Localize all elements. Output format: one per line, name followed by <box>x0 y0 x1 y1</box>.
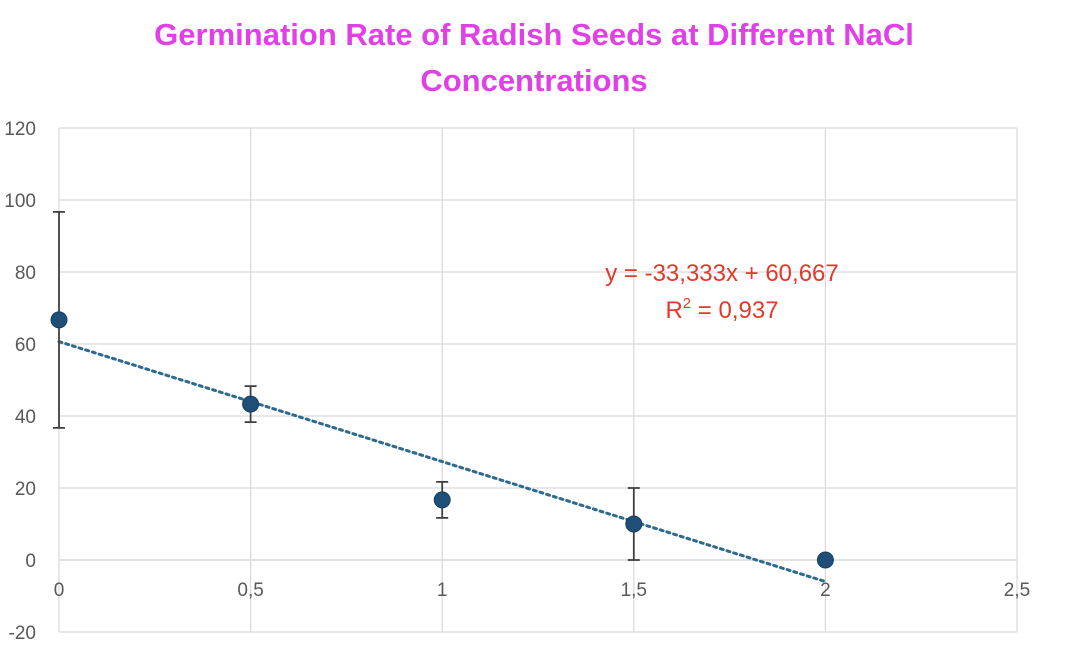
x-tick-label: 2 <box>820 580 831 601</box>
data-point <box>50 311 68 329</box>
chart-title-line-1: Germination Rate of Radish Seeds at Diff… <box>154 17 914 52</box>
x-tick-label: 1 <box>437 580 448 601</box>
data-point <box>625 515 643 533</box>
x-tick-label: 0,5 <box>237 580 263 601</box>
r-squared-exponent: 2 <box>683 295 691 312</box>
chart-title: Germination Rate of Radish Seeds at Diff… <box>0 12 1068 104</box>
x-tick-label: 2,5 <box>1004 580 1030 601</box>
r-squared-prefix: R <box>665 297 682 324</box>
x-tick-label: 0 <box>54 580 65 601</box>
gridlines <box>58 127 1018 633</box>
y-tick-label: 100 <box>4 191 36 212</box>
r-squared-suffix: = 0,937 <box>691 297 778 324</box>
y-axis-tick-labels: -20 0 20 40 60 80 100 120 <box>4 119 36 644</box>
y-tick-label: 80 <box>15 263 36 284</box>
y-tick-label: -20 <box>9 623 36 644</box>
trendline-r-squared: R2 = 0,937 <box>665 295 778 324</box>
data-point <box>242 395 260 413</box>
data-points <box>50 311 834 569</box>
trendline <box>57 340 827 584</box>
data-point <box>433 491 451 509</box>
y-tick-label: 60 <box>15 335 36 356</box>
x-tick-label: 1,5 <box>621 580 647 601</box>
y-tick-label: 40 <box>15 407 36 428</box>
trendline-path <box>57 340 827 584</box>
trendline-equation: y = -33,333x + 60,667 <box>605 260 839 287</box>
error-bars <box>53 210 640 561</box>
y-tick-label: 0 <box>25 551 36 572</box>
y-tick-label: 120 <box>4 119 36 140</box>
x-axis-tick-labels: 0 0,5 1 1,5 2 2,5 <box>54 580 1031 601</box>
data-point <box>816 551 834 569</box>
y-tick-label: 20 <box>15 479 36 500</box>
chart-title-line-2: Concentrations <box>420 63 648 98</box>
